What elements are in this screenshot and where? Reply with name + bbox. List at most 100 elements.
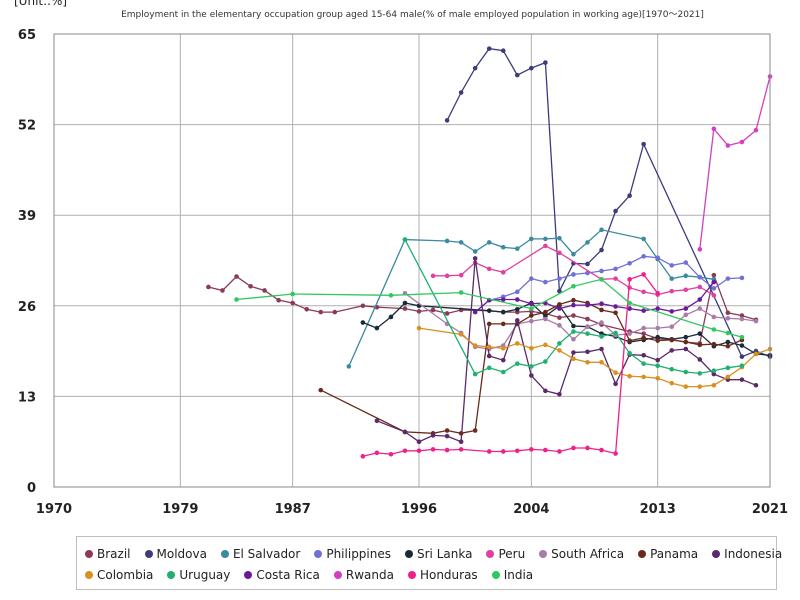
data-point-philippines [725, 276, 731, 281]
legend-swatch [539, 549, 548, 558]
data-point-uruguay [711, 368, 717, 373]
legend-label: South Africa [551, 546, 625, 561]
data-point-brazil [444, 311, 450, 316]
data-point-honduras [458, 447, 464, 452]
y-tick-label: 65 [18, 28, 36, 43]
data-point-south-africa [669, 324, 675, 330]
data-point-moldova [739, 354, 745, 359]
data-point-sri-lanka [697, 331, 703, 336]
data-point-philippines [655, 255, 660, 261]
legend-label: Colombia [97, 567, 154, 582]
series-india [234, 277, 745, 340]
data-point-uruguay [486, 365, 492, 371]
data-point-indonesia [739, 377, 745, 382]
data-point-colombia [585, 359, 590, 365]
data-point-colombia [725, 374, 731, 380]
data-point-philippines [613, 266, 618, 272]
data-point-uruguay [529, 364, 534, 369]
data-point-colombia [416, 325, 422, 331]
data-point-india [739, 334, 745, 340]
data-point-uruguay [641, 361, 646, 366]
data-point-honduras [416, 448, 422, 454]
data-point-south-africa [711, 314, 717, 320]
data-point-indonesia [458, 439, 464, 445]
data-point-south-africa [753, 318, 759, 324]
data-point-uruguay [655, 363, 660, 369]
data-point-colombia [486, 344, 492, 350]
data-point-india [571, 283, 576, 289]
data-point-south-africa [697, 306, 703, 311]
data-point-moldova [641, 141, 646, 147]
y-tick-label: 0 [27, 481, 36, 496]
legend-item: Rwanda [330, 568, 394, 582]
x-tick-label: 2021 [752, 502, 788, 517]
data-point-brazil [262, 288, 267, 293]
data-point-uruguay [557, 341, 562, 346]
legend-row: Colombia Uruguay Costa Rica Rwanda Honduras I… [81, 564, 772, 585]
data-point-panama [444, 428, 450, 433]
data-point-costa-rica [641, 308, 646, 313]
data-point-peru [500, 270, 506, 275]
legend-label: Costa Rica [256, 567, 320, 582]
series-line-rwanda [699, 76, 771, 250]
data-point-moldova [500, 48, 506, 54]
data-point-indonesia [753, 382, 759, 388]
data-point-el-salvador [444, 238, 450, 244]
legend-item: Peru [482, 547, 525, 561]
data-point-panama [697, 342, 703, 348]
series-rwanda [697, 74, 773, 252]
data-point-indonesia [683, 346, 689, 352]
data-point-uruguay [514, 361, 520, 366]
series-line-south-africa [404, 292, 757, 350]
data-point-uruguay [402, 237, 408, 242]
data-point-panama [486, 321, 492, 327]
series-line-el-salvador [348, 229, 714, 367]
data-point-panama [318, 387, 324, 393]
legend-label: India [503, 567, 534, 582]
data-point-colombia [655, 375, 660, 381]
data-point-indonesia [416, 439, 422, 445]
data-point-colombia [683, 384, 689, 389]
data-point-indonesia [374, 418, 380, 424]
data-point-honduras [571, 445, 576, 451]
data-point-indonesia [599, 346, 604, 352]
data-point-costa-rica [529, 301, 534, 307]
data-point-colombia [641, 374, 646, 380]
data-point-india [290, 291, 295, 297]
data-point-rwanda [739, 139, 745, 145]
series-line-colombia [418, 327, 771, 388]
data-point-honduras [543, 447, 548, 453]
data-point-colombia [613, 370, 618, 376]
data-point-el-salvador [500, 244, 506, 250]
data-point-south-africa [543, 316, 548, 322]
legend-label: Indonesia [724, 546, 783, 561]
legend-label: Sri Lanka [417, 546, 473, 561]
data-point-panama [627, 338, 632, 343]
legend-item: El Salvador [217, 547, 300, 561]
data-point-peru [557, 250, 562, 256]
data-point-colombia [571, 356, 576, 362]
data-point-panama [725, 343, 731, 349]
data-point-costa-rica [557, 306, 562, 311]
series-uruguay [402, 237, 745, 377]
data-point-philippines [739, 275, 745, 281]
x-tick-label: 1987 [275, 502, 311, 517]
data-point-uruguay [683, 369, 689, 375]
data-point-india [711, 327, 717, 332]
legend-item: Philippines [310, 547, 391, 561]
legend-item: India [488, 568, 533, 582]
data-point-colombia [711, 382, 717, 388]
chart-legend: Brazil Moldova El Salvador Philippines Sri L… [76, 536, 782, 590]
data-point-moldova [613, 208, 618, 214]
data-point-honduras [613, 451, 618, 456]
data-point-indonesia [543, 388, 548, 394]
legend-label: Rwanda [345, 567, 394, 582]
data-point-india [725, 330, 731, 336]
data-point-brazil [304, 306, 310, 312]
legend-label: Peru [498, 546, 526, 561]
data-point-sri-lanka [486, 308, 492, 313]
data-point-philippines [599, 268, 604, 274]
data-point-honduras [444, 447, 450, 453]
data-point-south-africa [557, 323, 562, 328]
data-point-panama [655, 338, 660, 343]
